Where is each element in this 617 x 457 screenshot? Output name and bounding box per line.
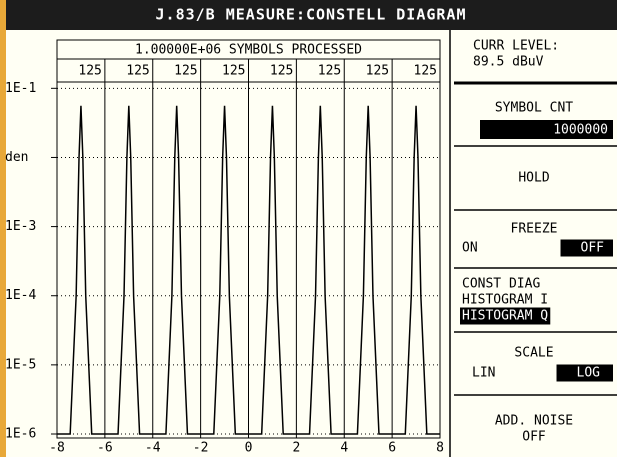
softkey-option[interactable]: OFF <box>581 241 605 256</box>
y-tick-label: 1E-1 <box>5 81 36 96</box>
softkey-option[interactable]: CONST DIAG <box>462 277 540 292</box>
x-tick-label: -8 <box>49 441 65 456</box>
softkey-value[interactable]: OFF <box>522 430 546 445</box>
y-tick-label: 1E-4 <box>5 288 36 303</box>
x-tick-label: 8 <box>436 441 444 456</box>
y-tick-label: 1E-3 <box>5 219 36 234</box>
column-label: 125 <box>222 64 245 79</box>
level-label: CURR LEVEL: <box>473 39 559 54</box>
y-tick-label: 1E-5 <box>5 357 36 372</box>
value-box <box>480 120 613 139</box>
x-tick-label: 4 <box>340 441 348 456</box>
softkey-option[interactable]: ON <box>462 241 478 256</box>
x-tick-label: -6 <box>97 441 113 456</box>
level-value: 89.5 dBuV <box>473 55 544 70</box>
column-label: 125 <box>318 64 341 79</box>
softkey-option[interactable]: HISTOGRAM Q <box>462 309 548 324</box>
softkey-value[interactable]: 1000000 <box>553 123 608 138</box>
x-tick-label: 6 <box>388 441 396 456</box>
softkey-label[interactable]: HOLD <box>518 171 549 186</box>
x-tick-label: 2 <box>292 441 300 456</box>
histogram-line <box>57 105 440 435</box>
softkey-label[interactable]: SYMBOL CNT <box>495 101 573 116</box>
softkey-label[interactable]: FREEZE <box>511 222 558 237</box>
softkey-label[interactable]: SCALE <box>514 346 553 361</box>
softkey-option[interactable]: LOG <box>577 366 601 381</box>
y-tick-label: den <box>5 150 28 165</box>
plot-header: 1.00000E+06 SYMBOLS PROCESSED <box>135 43 362 58</box>
y-tick-label: 1E-6 <box>5 427 36 442</box>
x-tick-label: 0 <box>245 441 253 456</box>
column-label: 125 <box>366 64 389 79</box>
softkey-option[interactable]: LIN <box>472 366 495 381</box>
column-label: 125 <box>126 64 149 79</box>
column-label: 125 <box>270 64 293 79</box>
selected-highlight <box>460 307 551 325</box>
softkey-option[interactable]: HISTOGRAM I <box>462 293 548 308</box>
title-bar <box>6 0 617 30</box>
selected-highlight <box>556 364 613 382</box>
title: J.83/B MEASURE:CONSTELL DIAGRAM <box>156 6 467 24</box>
x-tick-label: -4 <box>145 441 161 456</box>
column-label: 125 <box>174 64 197 79</box>
softkey-label[interactable]: ADD. NOISE <box>495 414 573 429</box>
selected-highlight <box>560 239 613 257</box>
x-tick-label: -2 <box>193 441 209 456</box>
column-label: 125 <box>414 64 437 79</box>
column-label: 125 <box>78 64 101 79</box>
